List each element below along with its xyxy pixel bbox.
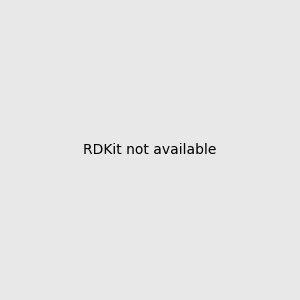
Text: RDKit not available: RDKit not available: [83, 143, 217, 157]
